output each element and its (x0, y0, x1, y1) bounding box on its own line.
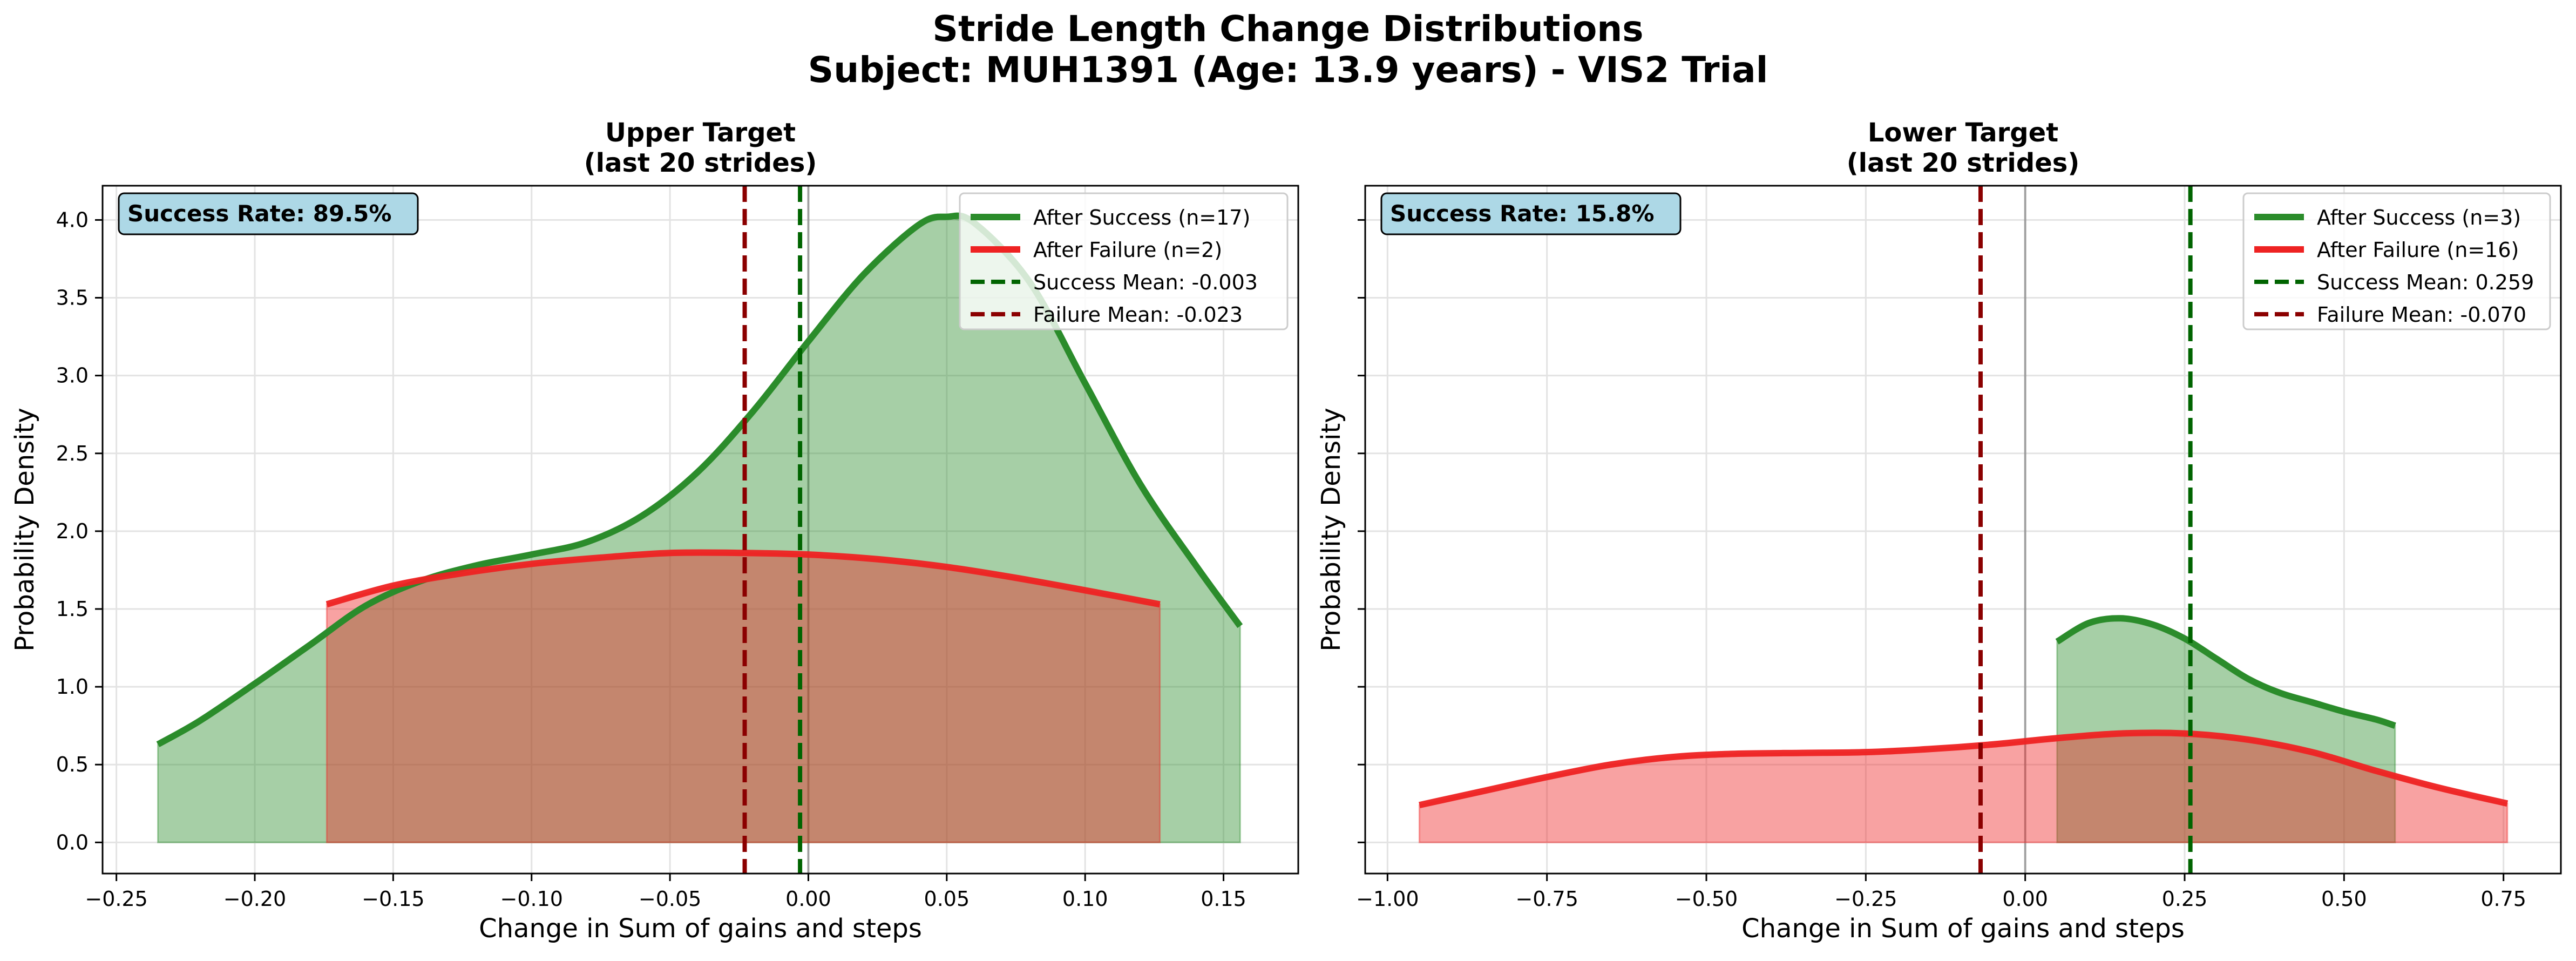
upper-y-tick-label: 1.0 (56, 675, 89, 699)
lower-panel-title-line-1: Lower Target (1868, 118, 2058, 148)
lower-success-rate-box (1380, 192, 1682, 235)
upper-y-tick-label: 0.0 (56, 830, 89, 854)
lower-success-density-curve (2055, 615, 2396, 729)
lower-y-axis-label: Probability Density (1316, 408, 1346, 651)
lower-x-tick-label: −0.50 (1675, 887, 1738, 911)
lower-failure-density-curve (1419, 729, 2509, 809)
lower-x-tick-label: 0.00 (2002, 887, 2048, 911)
lower-legend-entry-label: Success Mean: 0.259 (2317, 270, 2534, 294)
upper-x-tick-label: −0.15 (362, 887, 424, 911)
upper-x-axis-label: Change in Sum of gains and steps (479, 913, 922, 944)
upper-legend-entry-label: After Success (n=17) (1033, 206, 1250, 229)
upper-y-tick-label: 4.0 (56, 208, 89, 232)
lower-legend-box (2242, 192, 2551, 330)
upper-legend-entry-label: Failure Mean: -0.023 (1033, 303, 1243, 327)
upper-y-tick-label: 1.5 (56, 597, 89, 621)
lower-x-tick-label: −0.75 (1515, 887, 1578, 911)
upper-legend-entry-label: After Failure (n=2) (1033, 238, 1222, 262)
upper-y-axis-label: Probability Density (10, 408, 40, 651)
lower-axes-frame (1364, 185, 2562, 875)
upper-x-tick-label: −0.10 (500, 887, 563, 911)
figure-title-line-2: Subject: MUH1391 (Age: 13.9 years) - VIS… (808, 49, 1768, 91)
upper-y-tick-label: 0.5 (56, 753, 89, 776)
upper-failure-density-curve (326, 549, 1161, 608)
lower-legend: After Success (n=3) After Failure (n=16) S… (2242, 192, 2551, 330)
lower-success-rate-label: Success Rate: 15.8% (1390, 200, 1654, 227)
upper-legend-box (959, 192, 1289, 330)
upper-x-tick-label: 0.05 (924, 887, 970, 911)
lower-x-tick-label: 0.25 (2162, 887, 2208, 911)
upper-x-tick-label: 0.15 (1201, 887, 1246, 911)
upper-y-tick-label: 2.5 (56, 442, 89, 465)
upper-y-tick-label: 2.0 (56, 519, 89, 543)
upper-x-tick-label: −0.20 (223, 887, 286, 911)
lower-panel: −1.00 −0.75 −0.50 −0.25 0.00 0.25 0.50 0.75 Chan… (1316, 118, 2562, 944)
upper-panel-title-line-2: (last 20 strides) (584, 148, 817, 178)
lower-x-tick-label: −1.00 (1356, 887, 1419, 911)
lower-x-tick-label: 0.75 (2480, 887, 2526, 911)
lower-legend-entry-label: After Success (n=3) (2317, 206, 2521, 229)
upper-axes-frame (101, 185, 1299, 875)
upper-panel-title-line-1: Upper Target (605, 118, 796, 148)
upper-legend: After Success (n=17) After Failure (n=2) S… (959, 192, 1289, 330)
upper-panel: −0.25 −0.20 −0.15 −0.10 −0.05 0.00 0.05 0.10 0.1… (10, 118, 1299, 944)
upper-success-rate-label: Success Rate: 89.5% (127, 200, 391, 227)
upper-x-tick-label: −0.25 (85, 887, 147, 911)
lower-plot-area (1418, 186, 2509, 874)
upper-legend-entry-label: Success Mean: -0.003 (1033, 270, 1258, 294)
lower-x-tick-label: 0.50 (2321, 887, 2367, 911)
figure-title-line-1: Stride Length Change Distributions (932, 8, 1644, 50)
upper-x-tick-label: 0.00 (785, 887, 831, 911)
lower-x-axis-label: Change in Sum of gains and steps (1741, 913, 2185, 944)
upper-success-rate-box (118, 192, 419, 235)
upper-y-tick-label: 3.0 (56, 364, 89, 388)
upper-plot-area (156, 186, 1243, 874)
lower-legend-entry-label: Failure Mean: -0.070 (2317, 303, 2526, 327)
upper-x-tick-label: −0.05 (639, 887, 701, 911)
upper-x-tick-label: 0.10 (1062, 887, 1108, 911)
lower-legend-entry-label: After Failure (n=16) (2317, 238, 2519, 262)
lower-panel-title-line-2: (last 20 strides) (1847, 148, 2080, 178)
lower-x-tick-label: −0.25 (1834, 887, 1897, 911)
upper-y-tick-label: 3.5 (56, 286, 89, 310)
